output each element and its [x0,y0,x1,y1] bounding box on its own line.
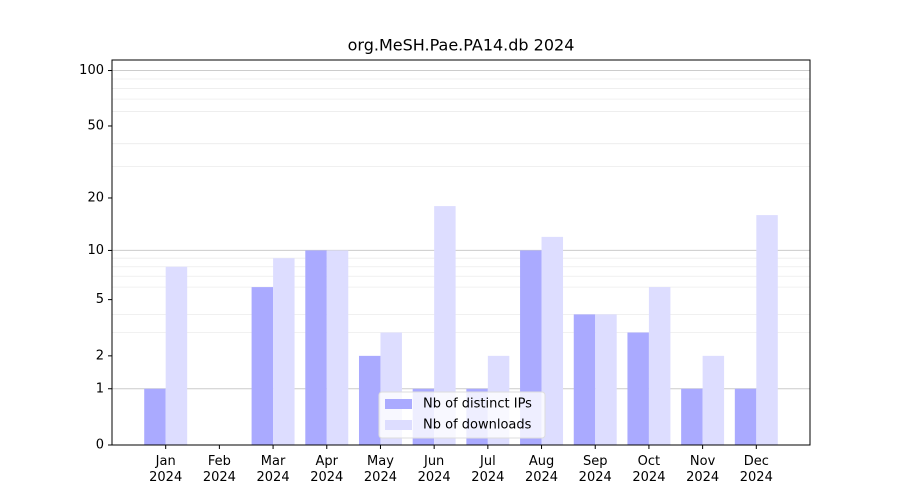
bar [165,266,188,445]
legend-label: Nb of distinct IPs [423,397,532,412]
x-tick-label: Jul 2024 [471,454,504,485]
bar [541,236,564,445]
legend-box [378,391,546,439]
bar [681,388,703,445]
bar [573,314,596,445]
bar [734,388,757,445]
plot-frame [111,59,811,446]
legend-swatch [385,420,412,430]
bar [326,250,349,445]
x-tick-label: Jan 2024 [149,454,182,485]
x-tick-label: Aug 2024 [525,454,558,485]
y-tick-label: 0 [96,438,104,453]
x-tick-label: Nov 2024 [686,454,719,485]
bar [251,287,274,445]
x-tick-label: Apr 2024 [310,454,343,485]
bar [144,388,166,445]
legend-label: Nb of downloads [423,418,532,433]
grid [112,70,810,390]
bar [756,215,778,445]
x-tick-label: Mar 2024 [257,454,290,485]
x-tick-label: Jun 2024 [418,454,451,485]
y-tick-label: 10 [87,243,104,258]
bar [434,206,456,445]
legend-swatch [385,399,412,409]
bar [648,287,671,445]
bar [273,258,295,445]
bar [595,314,617,445]
x-tick-label: Dec 2024 [740,454,773,485]
y-tick-label: 2 [96,348,104,363]
y-tick-label: 50 [87,118,104,133]
x-tick-label: Sep 2024 [579,454,612,485]
bar [358,355,381,445]
bar [627,332,649,445]
chart-title: org.MeSH.Pae.PA14.db 2024 [348,36,575,55]
y-tick-label: 20 [87,190,104,205]
x-tick-label: Feb 2024 [203,454,236,485]
y-tick-label: 5 [96,292,104,307]
legend: Nb of distinct IPs Nb of downloads [378,391,546,439]
y-tick-label: 1 [96,381,104,396]
bar [702,355,725,445]
x-tick-label: Oct 2024 [632,454,665,485]
y-tick-label: 100 [79,63,104,78]
x-tick-label: May 2024 [364,454,397,485]
bar [305,250,327,445]
